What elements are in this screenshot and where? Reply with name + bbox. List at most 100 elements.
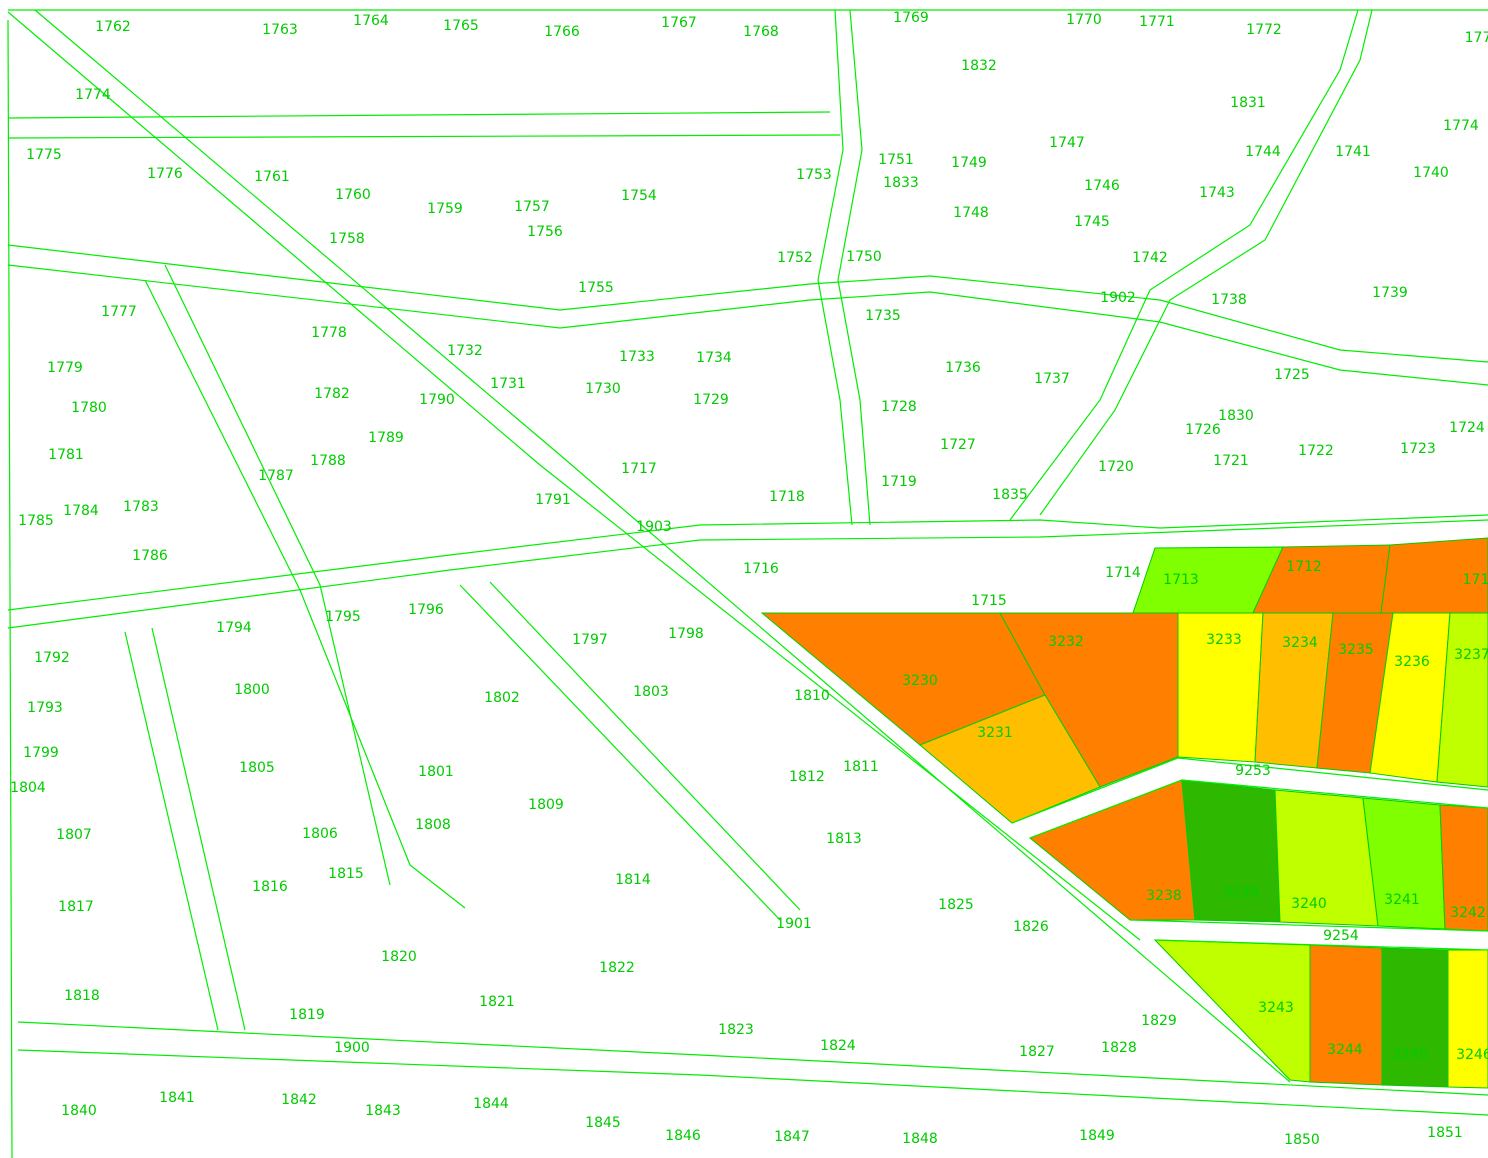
parcel-label: 1847 bbox=[774, 1129, 810, 1145]
road-edge bbox=[1154, 939, 1488, 951]
parcel-label: 1799 bbox=[23, 745, 59, 761]
parcel-label: 1843 bbox=[365, 1103, 401, 1119]
parcel-label: 1784 bbox=[63, 503, 99, 519]
parcel-label: 1810 bbox=[794, 688, 830, 704]
parcel-label: 1741 bbox=[1335, 144, 1371, 160]
parcel-label: 3241 bbox=[1384, 892, 1420, 908]
parcel-label: 1715 bbox=[971, 593, 1007, 609]
parcel-label: 1818 bbox=[64, 988, 100, 1004]
parcel-label: 1760 bbox=[335, 187, 371, 203]
parcel-label: 1764 bbox=[353, 13, 389, 29]
parcel-label: 1848 bbox=[902, 1131, 938, 1147]
parcel-label: 1820 bbox=[381, 949, 417, 965]
parcel-label: 1733 bbox=[619, 349, 655, 365]
parcel-label: 1790 bbox=[419, 392, 455, 408]
road-edge bbox=[1039, 9, 1373, 516]
parcel-label: 1742 bbox=[1132, 250, 1168, 266]
parcel-label: 1754 bbox=[621, 188, 657, 204]
parcel-label: 1732 bbox=[447, 343, 483, 359]
parcel-label: 1782 bbox=[314, 386, 350, 402]
parcel-label: 1788 bbox=[310, 453, 346, 469]
road-edge bbox=[7, 244, 1488, 363]
parcel-label: 1739 bbox=[1372, 285, 1408, 301]
parcel-label: 1719 bbox=[881, 474, 917, 490]
parcel-label: 1758 bbox=[329, 231, 365, 247]
parcel bbox=[1436, 612, 1488, 788]
parcel-label: 3233 bbox=[1206, 632, 1242, 648]
parcel-label: 3243 bbox=[1258, 1000, 1294, 1016]
parcel-label: 1793 bbox=[27, 700, 63, 716]
parcel-label: 1738 bbox=[1211, 292, 1247, 308]
parcel-label: 3237 bbox=[1454, 647, 1488, 663]
parcel-label: 1747 bbox=[1049, 135, 1085, 151]
parcel-label: 1755 bbox=[578, 280, 614, 296]
parcel-label: 1827 bbox=[1019, 1044, 1055, 1060]
road-edge bbox=[7, 11, 1141, 941]
parcel-label: 1846 bbox=[665, 1128, 701, 1144]
parcel-label: 1815 bbox=[328, 866, 364, 882]
parcel-label: 1803 bbox=[633, 684, 669, 700]
road-edge bbox=[1011, 757, 1488, 824]
parcel-label: 1740 bbox=[1413, 165, 1449, 181]
parcel-label: 1776 bbox=[147, 166, 183, 182]
parcel-label: 1724 bbox=[1449, 420, 1485, 436]
parcel-label: 1809 bbox=[528, 797, 564, 813]
parcel-label: 1829 bbox=[1141, 1013, 1177, 1029]
road-edge bbox=[151, 627, 246, 1031]
parcel-label: 1841 bbox=[159, 1090, 195, 1106]
parcel-label: 1769 bbox=[893, 10, 929, 26]
parcel-label: 1727 bbox=[940, 437, 976, 453]
roads bbox=[7, 9, 1488, 1158]
road-edge bbox=[7, 519, 1488, 629]
parcel-label: 1712 bbox=[1286, 559, 1322, 575]
road-edge bbox=[7, 111, 831, 119]
parcel-label: 1798 bbox=[668, 626, 704, 642]
parcel-label: 1730 bbox=[585, 381, 621, 397]
parcel-label: 1850 bbox=[1284, 1132, 1320, 1148]
parcel-fills bbox=[760, 537, 1488, 1089]
road-edge bbox=[164, 264, 391, 886]
parcel-label: 1779 bbox=[47, 360, 83, 376]
parcel-label: 1746 bbox=[1084, 178, 1120, 194]
parcel-label: 1759 bbox=[427, 201, 463, 217]
parcel-label: 1750 bbox=[846, 249, 882, 265]
parcel-label: 1800 bbox=[234, 682, 270, 698]
parcel-label: 1816 bbox=[252, 879, 288, 895]
parcel-label: 1802 bbox=[484, 690, 520, 706]
parcel bbox=[1447, 949, 1488, 1089]
parcel-label: 1762 bbox=[95, 19, 131, 35]
parcel-label: 1774 bbox=[1443, 118, 1479, 134]
parcel-label: 1731 bbox=[490, 376, 526, 392]
parcel-label: 1770 bbox=[1066, 12, 1102, 28]
parcel-label: 1785 bbox=[18, 513, 54, 529]
road-edge bbox=[1129, 919, 1488, 932]
parcel-label: 1849 bbox=[1079, 1128, 1115, 1144]
parcel-label: 3240 bbox=[1291, 896, 1327, 912]
parcel-label: 3234 bbox=[1282, 635, 1318, 651]
parcel-label: 1714 bbox=[1105, 565, 1141, 581]
parcel-label: 1900 bbox=[334, 1040, 370, 1056]
parcel-label: 1761 bbox=[254, 169, 290, 185]
parcel-label: 1796 bbox=[408, 602, 444, 618]
parcel-label: 1786 bbox=[132, 548, 168, 564]
parcel-label: 1806 bbox=[302, 826, 338, 842]
road-edge bbox=[17, 1021, 1488, 1096]
parcel-label: 1735 bbox=[865, 308, 901, 324]
parcel bbox=[1309, 944, 1383, 1086]
parcel-label: 1744 bbox=[1245, 144, 1281, 160]
parcel-label: 1794 bbox=[216, 620, 252, 636]
parcel-label: 3244 bbox=[1327, 1042, 1363, 1058]
parcel-label: 1757 bbox=[514, 199, 550, 215]
parcel-label: 1737 bbox=[1034, 371, 1070, 387]
parcel-label: 1763 bbox=[262, 22, 298, 38]
road-edge bbox=[144, 279, 466, 909]
road-edge bbox=[1009, 9, 1359, 521]
parcel-label: 1768 bbox=[743, 24, 779, 40]
parcel-label: 1822 bbox=[599, 960, 635, 976]
parcel-label: 1775 bbox=[26, 147, 62, 163]
road-edge bbox=[124, 631, 219, 1031]
parcel-label: 1767 bbox=[661, 15, 697, 31]
parcel-labels: 1762 1763 1764 1765 1766 1767 1768 1769 1832 1770… bbox=[10, 10, 1488, 1148]
parcel bbox=[919, 694, 1101, 824]
